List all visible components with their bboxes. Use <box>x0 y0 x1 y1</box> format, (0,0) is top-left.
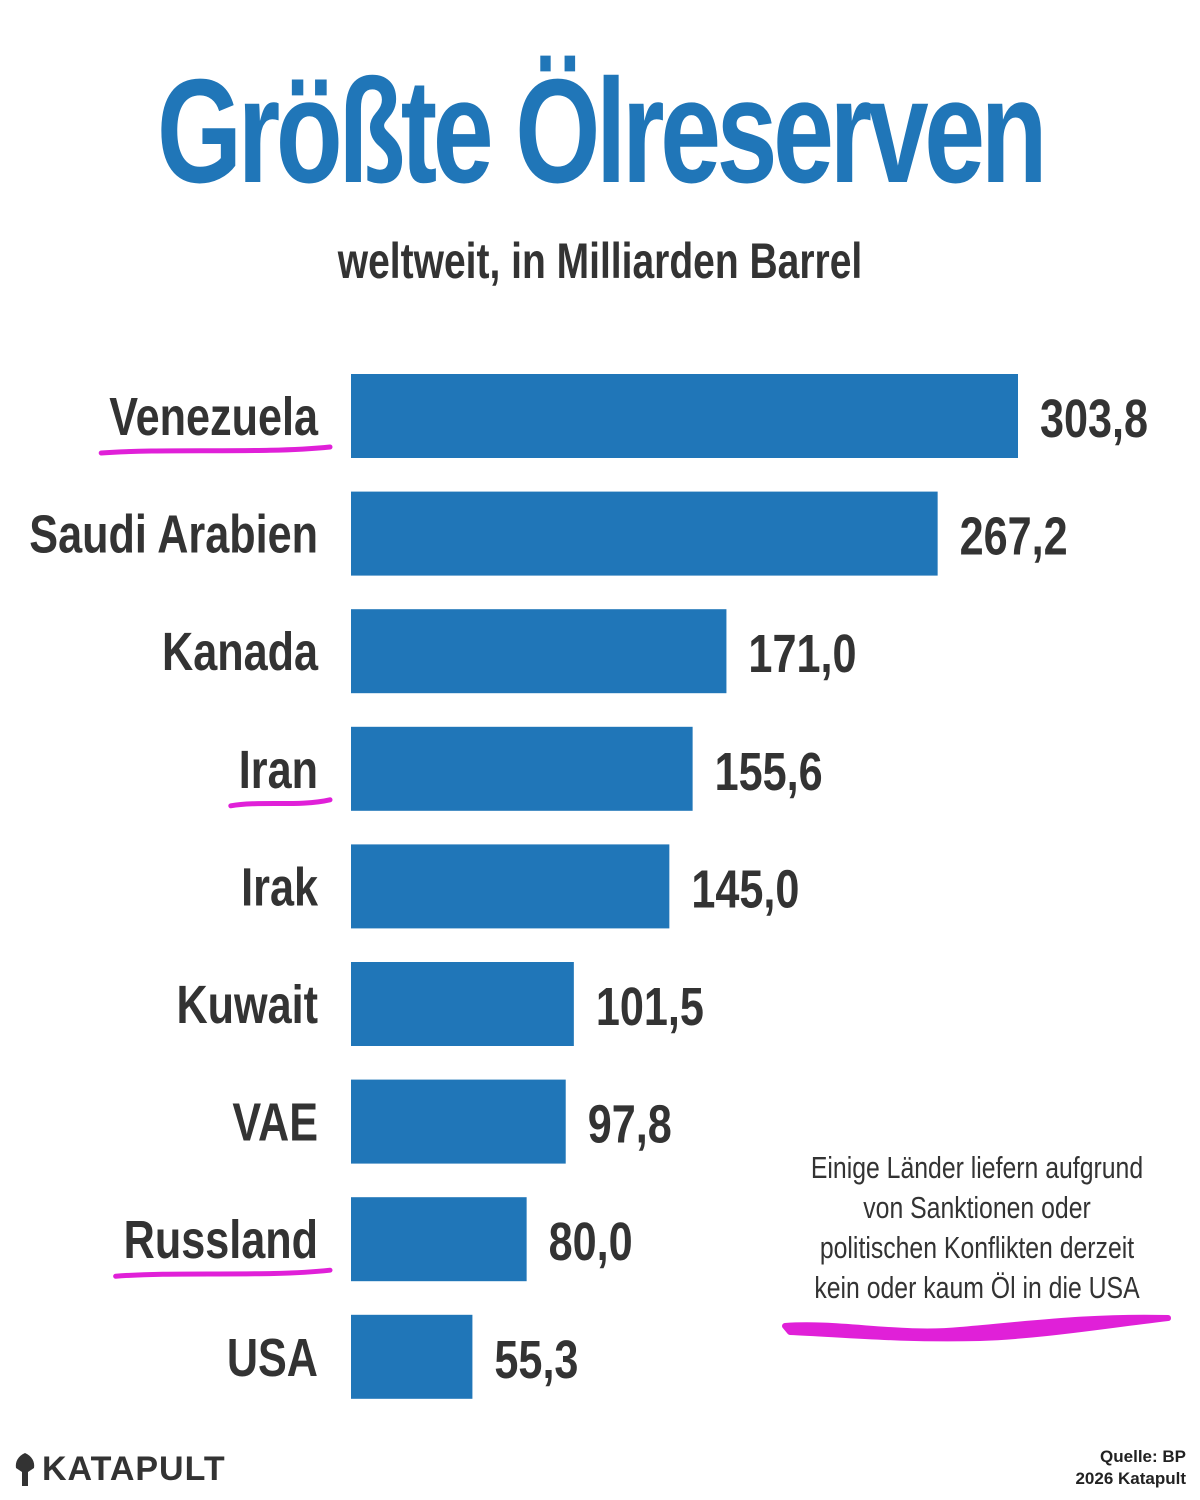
value-label: 267,2 <box>960 507 1068 567</box>
category-label: Kuwait <box>176 976 318 1036</box>
source-line: Quelle: BP <box>1100 1447 1186 1466</box>
chart-title: Größte Ölreserven <box>156 49 1048 214</box>
katapult-logo: KATAPULT <box>14 1450 226 1489</box>
category-label: Irak <box>241 858 319 918</box>
value-label: 97,8 <box>588 1095 672 1155</box>
annotation-note: Einige Länder liefern aufgrund von Sankt… <box>810 1150 1144 1305</box>
category-label: USA <box>227 1328 318 1388</box>
category-label: Russland <box>124 1211 318 1271</box>
bar-irak <box>351 844 670 929</box>
value-label: 145,0 <box>691 860 799 920</box>
value-label: 303,8 <box>1040 390 1148 450</box>
copyright-line: 2026 Katapult <box>1075 1469 1186 1488</box>
value-label: 171,0 <box>748 625 856 685</box>
value-label: 80,0 <box>549 1213 633 1273</box>
logo-text: KATAPULT <box>42 1450 226 1488</box>
chart-subtitle: weltweit, in Milliarden Barrel <box>337 233 863 289</box>
category-label: Venezuela <box>109 388 319 448</box>
bar-iran <box>351 726 693 811</box>
category-label: Kanada <box>162 623 319 683</box>
bar-vae <box>351 1079 566 1164</box>
highlight-underline <box>113 1267 333 1279</box>
bar-kanada <box>351 609 727 694</box>
bar-saudi-arabien <box>351 491 938 576</box>
bar-kuwait <box>351 962 574 1046</box>
source-credit: Quelle: BP 2026 Katapult <box>1075 1446 1186 1490</box>
category-label: Iran <box>239 740 318 800</box>
shovel-icon <box>15 1452 35 1486</box>
bar-russland <box>351 1197 527 1282</box>
bar-usa <box>351 1314 473 1399</box>
value-label: 55,3 <box>494 1330 578 1390</box>
value-label: 155,6 <box>715 742 823 802</box>
highlight-underline <box>228 797 333 809</box>
category-label: Saudi Arabien <box>29 505 318 565</box>
highlight-underline <box>98 444 333 456</box>
value-label: 101,5 <box>596 978 704 1038</box>
bar-venezuela <box>351 374 1018 458</box>
category-label: VAE <box>232 1093 318 1153</box>
